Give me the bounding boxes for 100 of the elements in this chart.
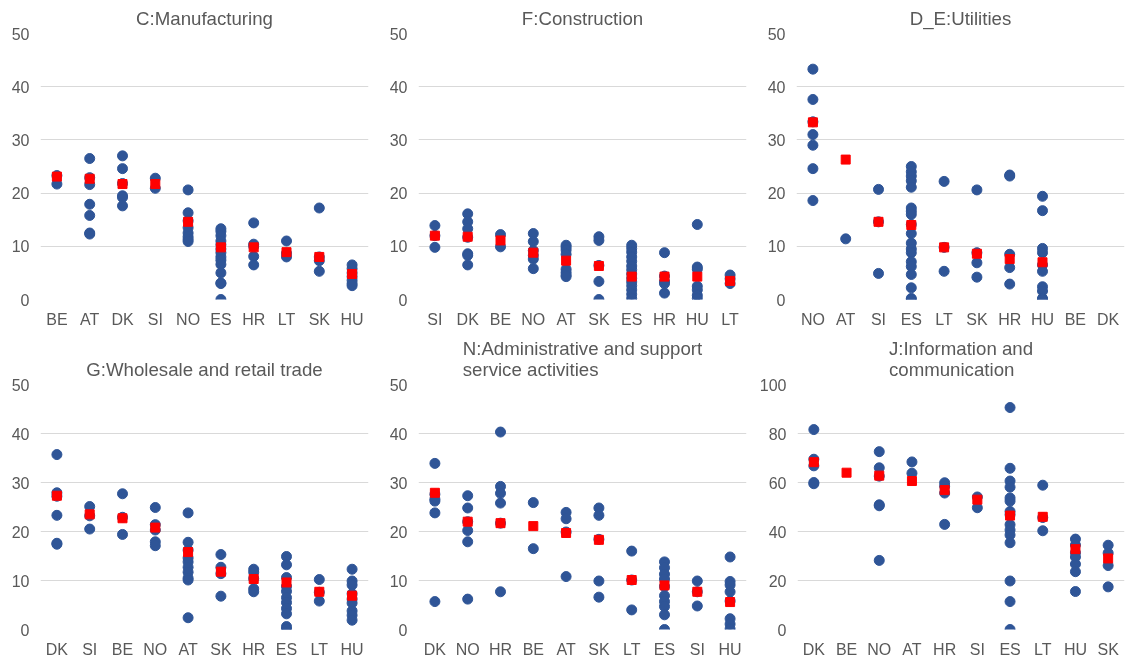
y-tick-label: 20 bbox=[389, 185, 408, 203]
y-tick-label: 50 bbox=[389, 25, 408, 43]
x-tick-label: BE bbox=[1064, 310, 1086, 328]
x-tick-label: LT bbox=[1034, 640, 1052, 658]
y-tick-label: 40 bbox=[767, 78, 786, 96]
y-tick-label: 0 bbox=[398, 621, 408, 639]
y-tick-label: 20 bbox=[11, 185, 30, 203]
x-tick-label: NO bbox=[521, 310, 546, 328]
x-tick-label: AT bbox=[80, 310, 100, 328]
y-tick-label: 30 bbox=[389, 131, 408, 149]
y-tick-label: 40 bbox=[768, 523, 787, 541]
x-tick-label: HR bbox=[242, 310, 266, 328]
x-tick-label: LT bbox=[721, 310, 740, 328]
x-tick-label: DK bbox=[423, 640, 447, 658]
x-tick-label: BE bbox=[522, 640, 544, 658]
y-tick-label: 10 bbox=[389, 572, 408, 590]
x-tick-label: DK bbox=[802, 640, 826, 658]
x-tick-label: SI bbox=[82, 640, 98, 658]
x-tick-label: ES bbox=[900, 310, 922, 328]
x-tick-label: NO bbox=[867, 640, 892, 658]
y-tick-label: 50 bbox=[11, 25, 30, 43]
x-tick-label: NO bbox=[176, 310, 201, 328]
y-tick-label: 30 bbox=[11, 131, 30, 149]
y-tick-label: 0 bbox=[398, 291, 408, 309]
y-tick-label: 20 bbox=[389, 523, 408, 541]
x-tick-label: SK bbox=[966, 310, 988, 328]
x-tick-label: BE bbox=[46, 310, 68, 328]
x-tick-label: SI bbox=[427, 310, 443, 328]
y-tick-label: 40 bbox=[389, 78, 408, 96]
x-tick-label: LT bbox=[277, 310, 296, 328]
y-tick-label: 0 bbox=[776, 291, 786, 309]
x-tick-label: SK bbox=[1097, 640, 1120, 658]
y-tick-label: 10 bbox=[11, 572, 30, 590]
x-tick-label: SI bbox=[870, 310, 887, 328]
y-tick-label: 50 bbox=[11, 376, 30, 394]
x-tick-label: HR bbox=[242, 640, 266, 658]
y-tick-label: 40 bbox=[389, 425, 408, 443]
x-tick-label: SK bbox=[588, 640, 610, 658]
x-tick-label: HU bbox=[685, 310, 709, 328]
x-tick-label: AT bbox=[556, 310, 576, 328]
x-tick-label: SK bbox=[588, 310, 610, 328]
chart-title: N:Administrative and support service activities bbox=[462, 337, 704, 380]
x-tick-label: SK bbox=[210, 640, 232, 658]
y-tick-label: 0 bbox=[20, 621, 30, 639]
y-tick-label: 10 bbox=[11, 238, 30, 256]
x-tick-label: ES bbox=[653, 640, 676, 658]
x-tick-label: ES bbox=[999, 640, 1021, 658]
chart-title: F:Construction bbox=[521, 7, 644, 29]
y-tick-label: 40 bbox=[11, 78, 30, 96]
x-tick-label: NO bbox=[800, 310, 825, 328]
x-tick-label: LT bbox=[935, 310, 954, 328]
x-tick-label: BE bbox=[835, 640, 858, 658]
y-tick-label: 20 bbox=[768, 572, 787, 590]
chart-title: C:Manufacturing bbox=[136, 7, 273, 29]
y-tick-label: 100 bbox=[759, 376, 787, 394]
x-tick-label: BE bbox=[489, 310, 512, 328]
x-tick-label: NO bbox=[143, 640, 168, 658]
chart-title: J:Information and communication bbox=[888, 337, 1034, 380]
x-tick-label: AT bbox=[178, 640, 198, 658]
y-tick-label: 20 bbox=[767, 185, 786, 203]
x-tick-label: DK bbox=[456, 310, 480, 328]
x-tick-label: NO bbox=[455, 640, 480, 658]
x-tick-label: SI bbox=[969, 640, 985, 658]
y-tick-label: 50 bbox=[389, 376, 408, 394]
x-tick-label: DK bbox=[111, 310, 134, 328]
x-tick-label: HU bbox=[340, 310, 364, 328]
x-tick-label: HR bbox=[652, 310, 677, 328]
x-tick-label: SI bbox=[147, 310, 163, 328]
x-tick-label: LT bbox=[310, 640, 329, 658]
x-tick-label: HR bbox=[998, 310, 1022, 328]
y-tick-label: 30 bbox=[389, 474, 408, 492]
y-tick-label: 60 bbox=[768, 474, 787, 492]
x-tick-label: SK bbox=[308, 310, 331, 328]
x-tick-label: AT bbox=[556, 640, 576, 658]
chart-title: D_E:Utilities bbox=[909, 7, 1012, 30]
x-tick-label: AT bbox=[836, 310, 856, 328]
x-tick-label: HU bbox=[1030, 310, 1055, 328]
x-tick-label: BE bbox=[111, 640, 134, 658]
y-tick-label: 50 bbox=[767, 25, 786, 43]
x-tick-label: SI bbox=[689, 640, 705, 658]
y-tick-label: 20 bbox=[11, 523, 30, 541]
y-tick-label: 10 bbox=[389, 238, 408, 256]
x-tick-label: AT bbox=[902, 640, 922, 658]
x-tick-label: DK bbox=[1096, 310, 1120, 328]
x-tick-label: HR bbox=[933, 640, 957, 658]
y-tick-label: 40 bbox=[11, 425, 30, 443]
y-tick-label: 10 bbox=[767, 238, 786, 256]
x-tick-label: ES bbox=[621, 310, 643, 328]
y-tick-label: 80 bbox=[768, 425, 787, 443]
y-tick-label: 30 bbox=[11, 474, 30, 492]
y-tick-label: 0 bbox=[20, 291, 30, 309]
x-tick-label: LT bbox=[622, 640, 641, 658]
chart-title: G:Wholesale and retail trade bbox=[86, 358, 323, 380]
x-tick-label: HU bbox=[1063, 640, 1087, 658]
x-tick-label: HR bbox=[488, 640, 513, 658]
x-tick-label: HU bbox=[340, 640, 364, 658]
x-tick-label: ES bbox=[275, 640, 298, 658]
x-tick-label: ES bbox=[210, 310, 232, 328]
y-tick-label: 30 bbox=[767, 131, 786, 149]
x-tick-label: DK bbox=[45, 640, 69, 658]
